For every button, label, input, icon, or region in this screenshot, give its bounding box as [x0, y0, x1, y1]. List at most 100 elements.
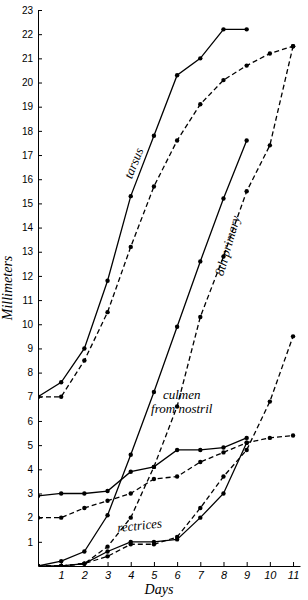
series-point — [59, 559, 63, 563]
series-label: tarsus — [121, 145, 147, 180]
series-point — [175, 73, 179, 77]
series-point — [38, 564, 40, 566]
x-tick: 5 — [151, 562, 158, 581]
series-point — [105, 499, 109, 503]
series-point — [221, 196, 225, 200]
y-axis-title: Millimeters — [0, 255, 15, 321]
series-point — [82, 561, 86, 565]
x-tick-label: 3 — [105, 569, 112, 581]
x-tick-mark — [293, 562, 294, 566]
y-tick-mark — [38, 203, 42, 204]
series-line — [38, 46, 293, 397]
x-tick-mark — [131, 562, 132, 566]
series-point — [82, 561, 86, 565]
y-tick: 7 — [27, 391, 42, 402]
series-point — [152, 477, 156, 481]
y-tick-label: 23 — [22, 5, 34, 16]
series-point — [129, 542, 133, 546]
series-point — [38, 564, 40, 566]
series-point — [82, 491, 86, 495]
y-tick-label: 7 — [27, 391, 33, 402]
y-tick-mark — [38, 131, 42, 132]
series-point — [244, 27, 248, 31]
series-point — [291, 44, 295, 48]
x-tick: 4 — [128, 562, 134, 581]
x-axis-line — [39, 566, 301, 567]
series-point — [198, 460, 202, 464]
series-point — [59, 564, 63, 566]
y-tick: 11 — [23, 295, 42, 306]
y-tick-mark — [38, 179, 42, 180]
series-point — [129, 491, 133, 495]
y-tick-mark — [38, 10, 42, 11]
series-point — [291, 334, 295, 338]
x-tick-label: 6 — [175, 569, 182, 581]
x-tick: 9 — [244, 562, 250, 581]
y-tick-label: 9 — [27, 343, 33, 354]
x-tick-mark — [270, 562, 271, 566]
series-point — [82, 506, 86, 510]
series-point — [268, 436, 272, 440]
y-tick-mark — [38, 34, 42, 35]
y-tick-mark — [38, 155, 42, 156]
series-label: rectrices — [116, 515, 162, 535]
y-tick-label: 17 — [22, 150, 34, 161]
y-tick-mark — [38, 348, 42, 349]
y-tick-label: 15 — [22, 198, 34, 209]
x-tick-mark — [108, 562, 109, 566]
series-point — [198, 506, 202, 510]
y-tick-label: 6 — [27, 416, 33, 427]
series-line — [38, 443, 247, 566]
series-group — [38, 27, 295, 566]
x-tick-mark — [154, 562, 155, 566]
y-tick-label: 16 — [22, 174, 34, 185]
y-tick: 18 — [22, 126, 42, 137]
series-point — [38, 564, 40, 566]
series-point — [82, 358, 86, 362]
series-point — [129, 453, 133, 457]
y-tick: 13 — [22, 246, 42, 257]
y-tick: 22 — [22, 29, 42, 40]
series-point — [198, 315, 202, 319]
series-point — [221, 78, 225, 82]
series-point — [82, 549, 86, 553]
y-tick: 14 — [22, 222, 42, 233]
y-tick-mark — [38, 373, 42, 374]
series-point — [82, 561, 86, 565]
series-line — [38, 336, 293, 566]
x-tick: 1 — [59, 562, 65, 581]
series-point — [244, 189, 248, 193]
series-point — [221, 27, 225, 31]
y-tick: 15 — [22, 198, 42, 209]
series-point — [105, 489, 109, 493]
x-tick: 7 — [198, 562, 205, 581]
x-tick-mark — [247, 562, 248, 566]
series-point — [221, 491, 225, 495]
y-tick-label: 19 — [22, 101, 34, 112]
series-point — [244, 441, 248, 445]
x-tick-label: 2 — [81, 569, 88, 581]
series-point — [244, 436, 248, 440]
x-tick-label: 10 — [264, 569, 277, 581]
y-tick-mark — [38, 300, 42, 301]
series-point — [152, 134, 156, 138]
series-point — [59, 564, 63, 566]
series-point — [152, 184, 156, 188]
series-line — [38, 435, 293, 517]
x-tick-label: 4 — [128, 569, 134, 581]
y-tick-mark — [38, 469, 42, 470]
series-point — [105, 554, 109, 558]
y-tick-mark — [38, 324, 42, 325]
series-label: 8th primary — [212, 214, 244, 278]
x-tick-label: 1 — [59, 569, 65, 581]
y-tick-mark — [38, 276, 42, 277]
series-point — [198, 515, 202, 519]
series-point — [59, 515, 63, 519]
x-tick-mark — [200, 562, 201, 566]
y-tick: 21 — [22, 53, 42, 64]
x-tick: 11 — [288, 562, 299, 581]
y-tick: 16 — [22, 174, 42, 185]
y-tick: 10 — [22, 319, 42, 330]
x-tick: 3 — [105, 562, 112, 581]
y-tick-mark — [38, 421, 42, 422]
